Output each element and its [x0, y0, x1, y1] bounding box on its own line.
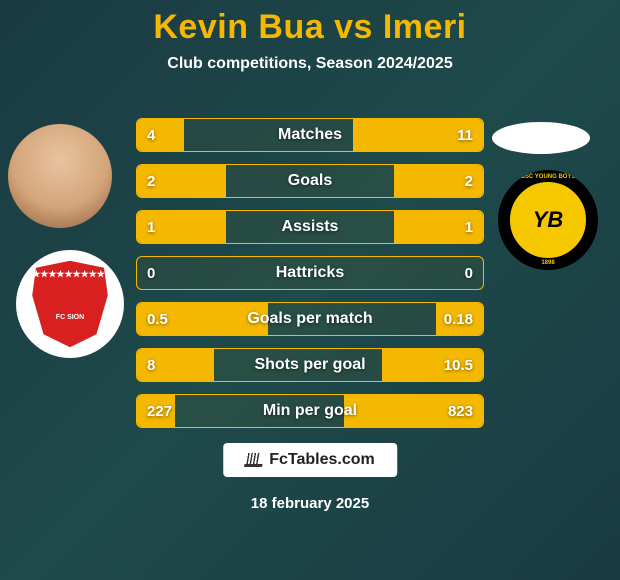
player2-avatar-placeholder — [492, 122, 590, 154]
stat-label: Goals — [137, 172, 483, 190]
stat-right-value: 823 — [448, 403, 473, 420]
player1-avatar — [8, 124, 112, 228]
stat-right-value: 1 — [465, 219, 473, 236]
brand-badge: FcTables.com — [223, 443, 397, 477]
stat-row: 0.5Goals per match0.18 — [136, 302, 484, 336]
stat-row: 227Min per goal823 — [136, 394, 484, 428]
stat-row: 0Hattricks0 — [136, 256, 484, 290]
stat-label: Matches — [137, 126, 483, 144]
stat-right-value: 10.5 — [444, 357, 473, 374]
stat-label: Assists — [137, 218, 483, 236]
stat-label: Goals per match — [137, 310, 483, 328]
stat-row: 8Shots per goal10.5 — [136, 348, 484, 382]
stat-label: Hattricks — [137, 264, 483, 282]
stat-label: Min per goal — [137, 402, 483, 420]
stat-right-value: 2 — [465, 173, 473, 190]
comparison-subtitle: Club competitions, Season 2024/2025 — [0, 55, 620, 73]
brand-bars-icon — [244, 453, 264, 467]
yb-inner-icon: YB — [507, 179, 589, 261]
stats-chart: 4Matches11 2Goals2 1Assists1 0Hattricks0 0.5… — [136, 118, 484, 440]
sion-text: FC SION — [32, 314, 108, 321]
stat-right-value: 11 — [457, 127, 473, 144]
stat-row: 4Matches11 — [136, 118, 484, 152]
club1-badge: ★★★★★★★★★★★★★ FC SION — [16, 250, 124, 358]
face-placeholder — [8, 124, 112, 228]
yb-ring-bottom: 1898 — [498, 260, 598, 266]
stat-right-value: 0 — [465, 265, 473, 282]
stat-row: 2Goals2 — [136, 164, 484, 198]
stat-label: Shots per goal — [137, 356, 483, 374]
stat-right-value: 0.18 — [444, 311, 473, 328]
sion-stars: ★★★★★★★★★★★★★ — [32, 269, 108, 280]
sion-shield-icon: ★★★★★★★★★★★★★ FC SION — [32, 261, 108, 347]
comparison-title: Kevin Bua vs Imeri — [0, 0, 620, 47]
club2-badge: BSC YOUNG BOYS YB 1898 — [498, 170, 598, 270]
brand-text: FcTables.com — [269, 451, 375, 469]
footer-date: 18 february 2025 — [251, 495, 369, 512]
yb-text: YB — [533, 207, 564, 233]
stat-row: 1Assists1 — [136, 210, 484, 244]
